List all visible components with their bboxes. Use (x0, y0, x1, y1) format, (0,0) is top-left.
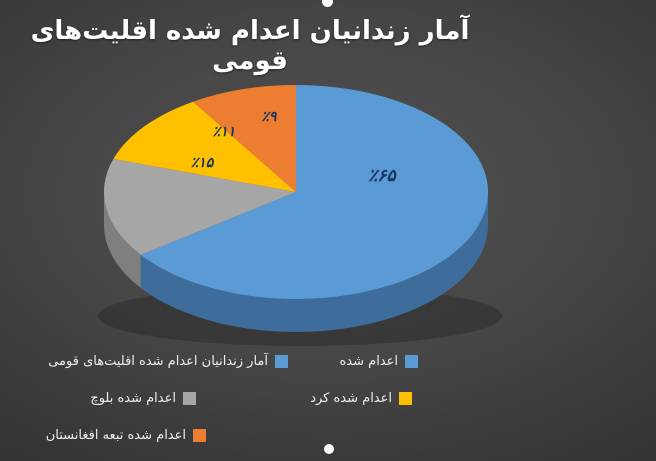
bottom-dot (324, 444, 334, 454)
chart-title: آمار زندانیان اعدام شده اقلیت‌های قومی (30, 16, 470, 76)
legend-item-baloch: اعدام شده بلوچ (90, 389, 196, 407)
legend-item-series: آمار زندانیان اعدام شده اقلیت‌های قومی (48, 352, 288, 370)
legend-swatch-orange (193, 428, 206, 442)
pie-slice-kurd (113, 101, 297, 192)
slice-label-baloch: ٪۱۵ (190, 155, 214, 171)
legend-item-executed: اعدام شده (339, 352, 418, 370)
legend-swatch-yellow (399, 391, 412, 405)
legend-item-afghan: اعدام شده تبعه افغانستان (46, 426, 206, 444)
pie-slice-executed (140, 85, 489, 299)
legend-item-label: اعدام شده کرد (310, 390, 392, 406)
legend-item-label: آمار زندانیان اعدام شده اقلیت‌های قومی (48, 353, 268, 369)
legend-swatch-blue (405, 354, 418, 368)
legend-swatch-blue (275, 354, 288, 368)
legend-item-label: اعدام شده بلوچ (90, 390, 176, 406)
legend-item-label: اعدام شده تبعه افغانستان (45, 427, 186, 443)
slice-label-afghan: ٪۹ (261, 109, 277, 125)
slice-label-executed: ٪۶۵ (368, 166, 396, 186)
legend-swatch-gray (183, 391, 196, 405)
slice-label-kurd: ٪۱۱ (212, 124, 236, 140)
pie-slice-baloch (103, 158, 296, 255)
pie-slice-afghan (193, 85, 296, 192)
top-dot (322, 0, 333, 7)
pie-side-baloch (104, 192, 141, 288)
pie-side-executed (140, 192, 488, 332)
legend-item-kurd: اعدام شده کرد (310, 389, 412, 407)
legend-item-label: اعدام شده (339, 353, 398, 369)
